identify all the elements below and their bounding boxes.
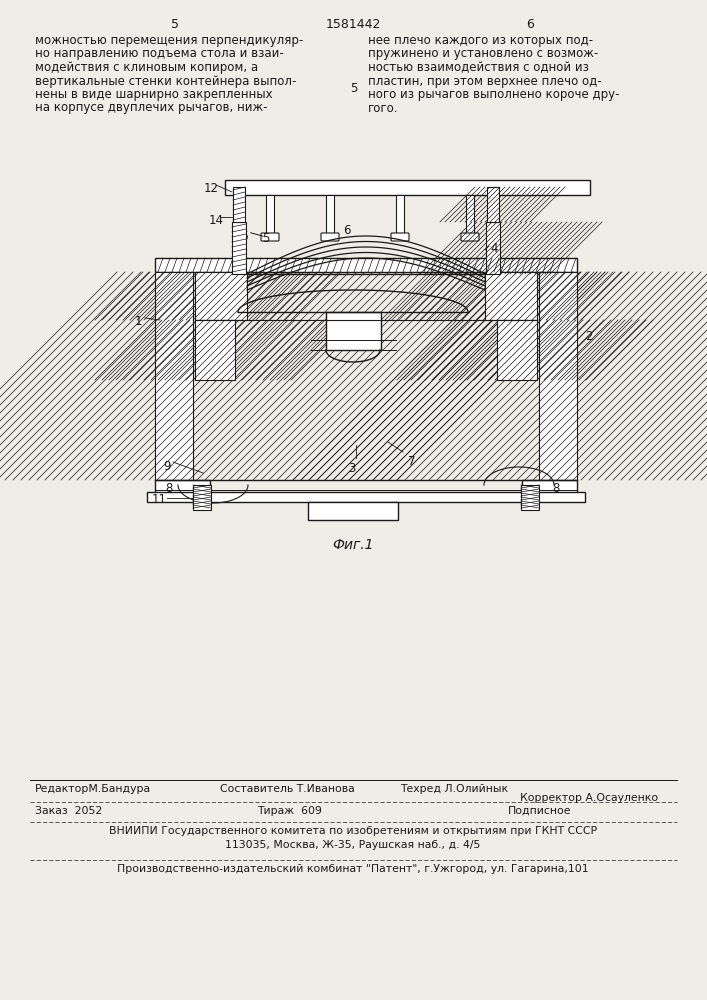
Text: 6: 6 <box>343 224 351 237</box>
Text: ВНИИПИ Государственного комитета по изобретениям и открытиям при ГКНТ СССР: ВНИИПИ Государственного комитета по изоб… <box>109 826 597 836</box>
Text: Заказ  2052: Заказ 2052 <box>35 806 103 816</box>
Text: 9: 9 <box>163 460 170 473</box>
Text: нее плечо каждого из которых под-: нее плечо каждого из которых под- <box>368 34 593 47</box>
Bar <box>522 480 577 495</box>
Bar <box>486 222 500 274</box>
Bar <box>521 485 539 510</box>
Bar <box>193 485 211 510</box>
Text: можностью перемещения перпендикуляр-: можностью перемещения перпендикуляр- <box>35 34 303 47</box>
Text: пружинено и установлено с возмож-: пружинено и установлено с возмож- <box>368 47 598 60</box>
Text: 4: 4 <box>490 242 498 255</box>
Bar <box>308 502 398 520</box>
FancyBboxPatch shape <box>321 233 339 241</box>
Text: 8: 8 <box>165 482 173 495</box>
FancyBboxPatch shape <box>261 233 279 241</box>
Bar <box>155 480 210 495</box>
Text: 1581442: 1581442 <box>325 18 380 31</box>
Text: вертикальные стенки контейнера выпол-: вертикальные стенки контейнера выпол- <box>35 75 296 88</box>
Text: 15: 15 <box>235 230 250 243</box>
Bar <box>233 187 245 222</box>
FancyBboxPatch shape <box>461 233 479 241</box>
Bar <box>487 187 499 222</box>
Text: Техред Л.Олийнык: Техред Л.Олийнык <box>400 784 508 794</box>
Text: 14: 14 <box>209 214 224 227</box>
Text: 6: 6 <box>526 18 534 31</box>
Text: 7: 7 <box>408 455 416 468</box>
Text: Подписное: Подписное <box>508 806 572 816</box>
Bar <box>155 272 193 480</box>
FancyBboxPatch shape <box>391 233 409 241</box>
Text: нены в виде шарнирно закрепленных: нены в виде шарнирно закрепленных <box>35 88 273 101</box>
Bar <box>195 272 247 320</box>
Text: 11: 11 <box>152 493 167 506</box>
Text: но направлению подъема стола и взаи-: но направлению подъема стола и взаи- <box>35 47 284 60</box>
Bar <box>195 320 235 380</box>
Bar <box>497 320 537 380</box>
Text: 5: 5 <box>350 82 358 95</box>
Text: модействия с клиновым копиром, а: модействия с клиновым копиром, а <box>35 61 258 74</box>
Text: ного из рычагов выполнено короче дру-: ного из рычагов выполнено короче дру- <box>368 88 619 101</box>
Text: 1: 1 <box>135 315 143 328</box>
Bar <box>232 222 246 274</box>
Bar <box>539 272 577 480</box>
Text: 5: 5 <box>262 232 269 245</box>
Bar <box>266 195 274 235</box>
Text: РедакторМ.Бандура: РедакторМ.Бандура <box>35 784 151 794</box>
Text: на корпусе двуплечих рычагов, ниж-: на корпусе двуплечих рычагов, ниж- <box>35 102 267 114</box>
Bar <box>466 195 474 235</box>
Bar <box>155 258 577 272</box>
Bar <box>147 492 585 502</box>
Text: пластин, при этом верхнее плечо од-: пластин, при этом верхнее плечо од- <box>368 75 602 88</box>
Text: Тираж  609: Тираж 609 <box>257 806 322 816</box>
Text: 2: 2 <box>585 330 592 343</box>
Bar <box>326 312 381 350</box>
Text: 8: 8 <box>552 482 559 495</box>
Text: Составитель Т.Иванова: Составитель Т.Иванова <box>220 784 355 794</box>
Bar <box>485 272 537 320</box>
Text: ностью взаимодействия с одной из: ностью взаимодействия с одной из <box>368 61 589 74</box>
Text: 5: 5 <box>171 18 179 31</box>
Text: 3: 3 <box>348 462 356 475</box>
Text: 12: 12 <box>204 182 219 195</box>
Text: гого.: гого. <box>368 102 399 114</box>
Bar <box>225 180 590 195</box>
Bar <box>326 195 334 235</box>
Text: Фиг.1: Фиг.1 <box>332 538 374 552</box>
Bar <box>396 195 404 235</box>
Text: 113035, Москва, Ж-35, Раушская наб., д. 4/5: 113035, Москва, Ж-35, Раушская наб., д. … <box>226 840 481 850</box>
Text: Производственно-издательский комбинат "Патент", г.Ужгород, ул. Гагарина,101: Производственно-издательский комбинат "П… <box>117 864 589 874</box>
Text: Корректор А.Осауленко: Корректор А.Осауленко <box>520 793 658 803</box>
